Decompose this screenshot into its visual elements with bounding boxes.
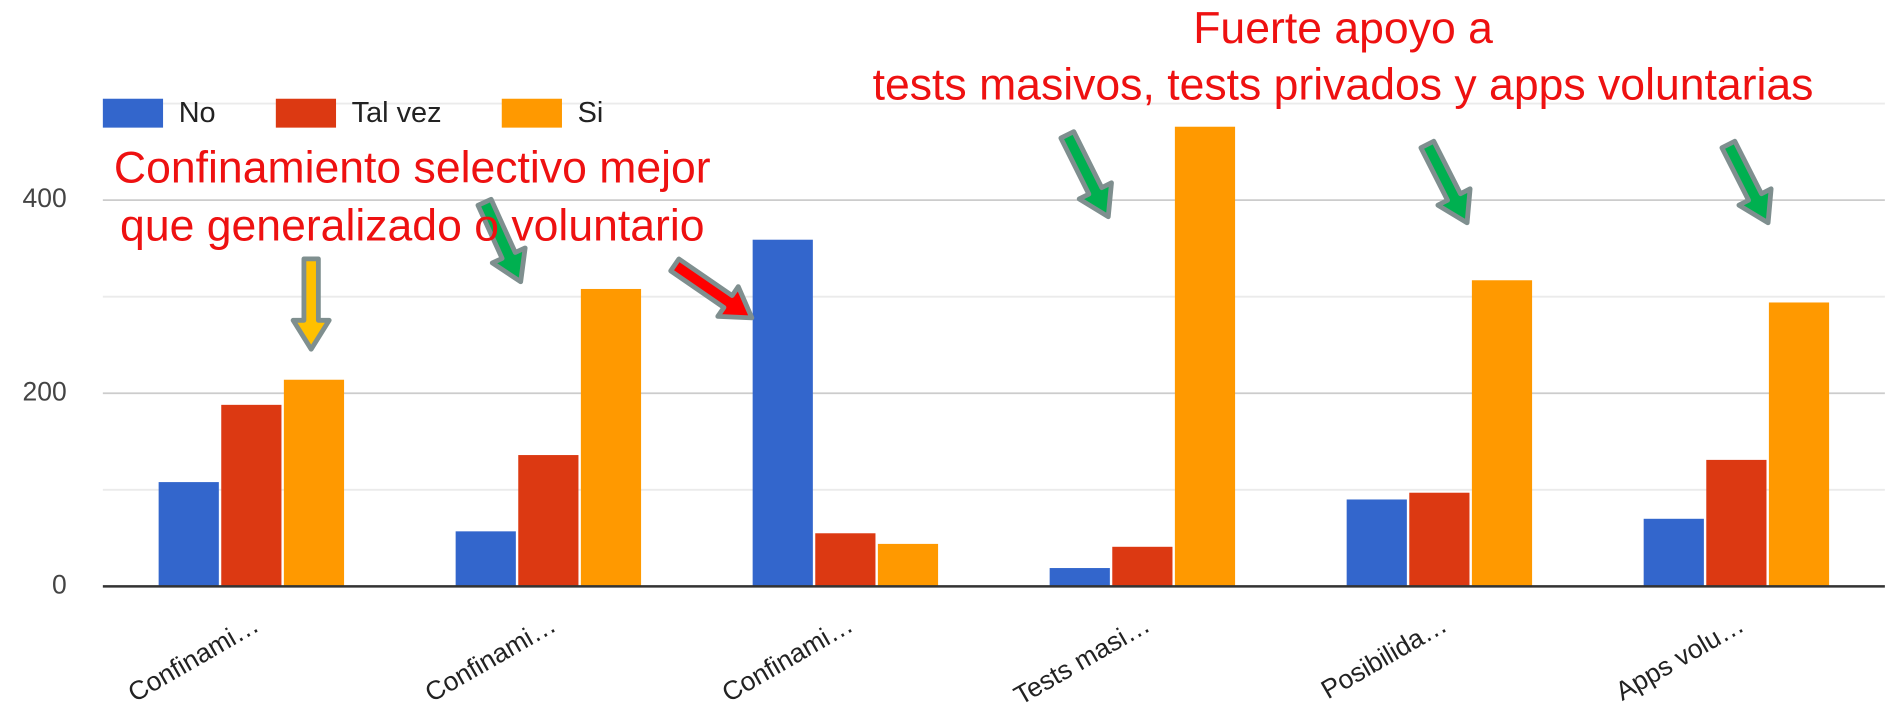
bar [877, 543, 939, 587]
bar [221, 404, 282, 587]
annotation: Confinamiento selectivo mejor [114, 144, 711, 193]
legend-swatch [102, 98, 164, 128]
bar [455, 531, 516, 587]
arrow [475, 196, 528, 285]
bar [1112, 546, 1173, 587]
arrow [290, 256, 332, 352]
legend-swatch [275, 98, 337, 128]
bar [518, 455, 579, 587]
legend-label: No [179, 97, 216, 129]
x-tick-label: Confinami… [123, 609, 264, 708]
x-tick-label: Confinami… [420, 609, 561, 708]
bar [283, 379, 345, 587]
arrow [668, 256, 755, 321]
legend-label: Si [578, 97, 604, 129]
annotation: que generalizado o voluntario [120, 202, 704, 251]
arrow [1418, 138, 1473, 226]
arrow [1058, 129, 1114, 220]
y-tick-label: 0 [52, 569, 67, 599]
legend-label: Tal vez [352, 97, 442, 129]
arrow [1719, 138, 1774, 226]
annotation: tests masivos, tests privados y apps vol… [873, 61, 1814, 110]
bar [1706, 459, 1767, 587]
bar [1174, 126, 1236, 587]
x-tick-label: Posibilida… [1316, 609, 1452, 705]
annotation: Fuerte apoyo a [1193, 4, 1493, 53]
x-tick-label: Confinami… [717, 609, 858, 708]
bar [1409, 492, 1470, 587]
bar [158, 482, 219, 587]
legend-swatch [501, 98, 562, 128]
y-tick-label: 200 [23, 376, 67, 406]
bar [1471, 280, 1533, 587]
bar [1049, 568, 1110, 587]
bar [580, 288, 642, 587]
bar [752, 239, 813, 587]
bar [815, 533, 876, 587]
bar [1768, 302, 1830, 587]
bar [1643, 518, 1704, 587]
x-tick-label: Tests masi… [1009, 609, 1155, 708]
y-tick-label: 400 [23, 183, 67, 213]
x-tick-label: Apps volu… [1610, 609, 1749, 706]
bar [1346, 499, 1407, 587]
